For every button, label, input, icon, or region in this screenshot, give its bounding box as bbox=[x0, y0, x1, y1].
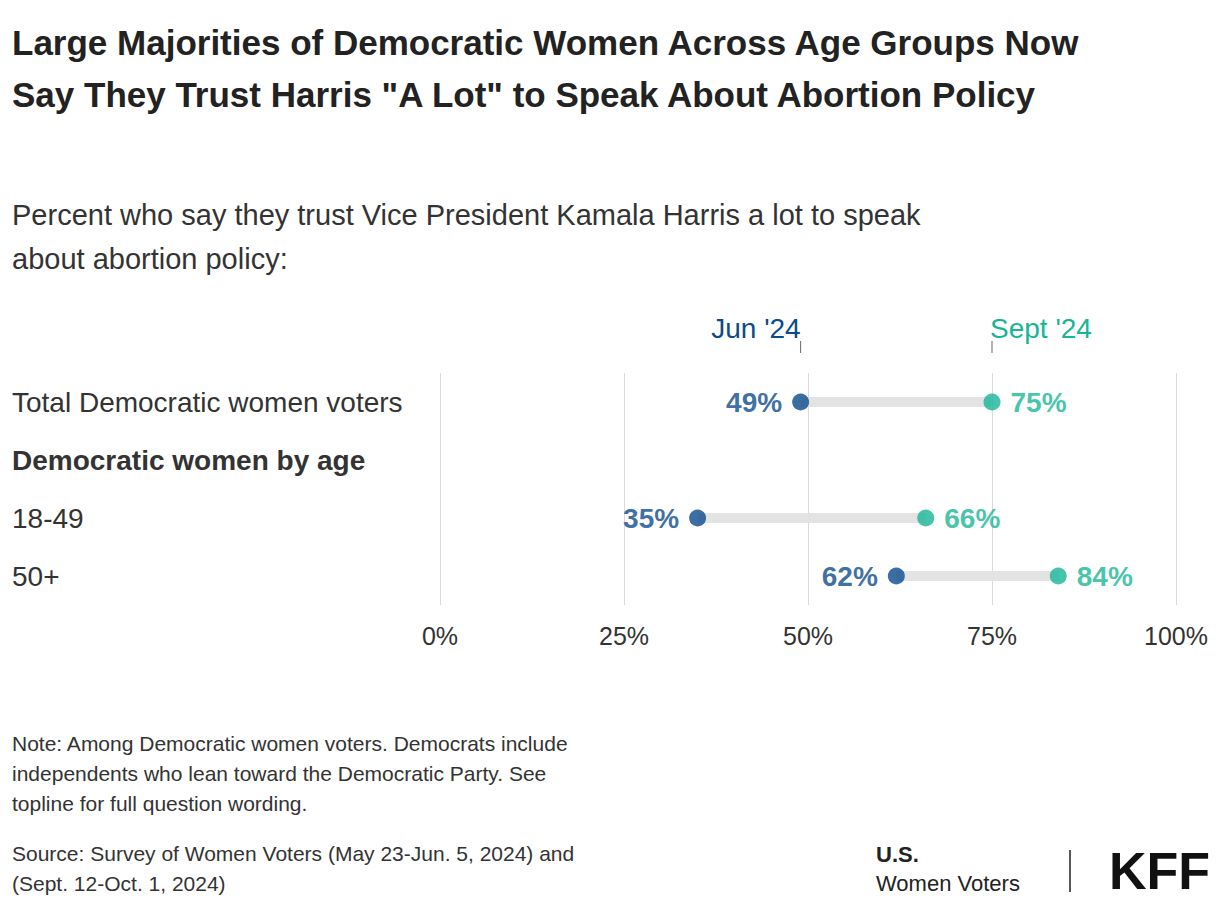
svg-text:Democratic women by age: Democratic women by age bbox=[12, 445, 365, 476]
svg-text:84%: 84% bbox=[1077, 561, 1133, 592]
svg-text:(Sept. 12-Oct. 1, 2024): (Sept. 12-Oct. 1, 2024) bbox=[12, 872, 226, 895]
svg-text:50%: 50% bbox=[783, 622, 833, 650]
svg-text:about abortion policy:: about abortion policy: bbox=[12, 243, 288, 275]
svg-text:topline for full question word: topline for full question wording. bbox=[12, 792, 307, 815]
svg-text:0%: 0% bbox=[422, 622, 458, 650]
svg-text:100%: 100% bbox=[1144, 622, 1208, 650]
svg-text:KFF: KFF bbox=[1109, 842, 1210, 900]
svg-text:49%: 49% bbox=[726, 387, 782, 418]
svg-text:18-49: 18-49 bbox=[12, 503, 84, 534]
svg-text:independents who lean toward t: independents who lean toward the Democra… bbox=[12, 762, 552, 785]
svg-text:25%: 25% bbox=[599, 622, 649, 650]
svg-text:75%: 75% bbox=[967, 622, 1017, 650]
svg-text:66%: 66% bbox=[944, 503, 1000, 534]
svg-text:Percent who say they trust Vic: Percent who say they trust Vice Presiden… bbox=[12, 199, 929, 231]
svg-text:Sept '24: Sept '24 bbox=[990, 313, 1092, 344]
svg-text:Source: Survey of Women Voters: Source: Survey of Women Voters (May 23-J… bbox=[12, 842, 580, 865]
svg-text:62%: 62% bbox=[822, 561, 878, 592]
svg-text:Note: Among Democratic women v: Note: Among Democratic women voters. Dem… bbox=[12, 732, 573, 755]
svg-text:Women Voters: Women Voters bbox=[876, 871, 1020, 896]
svg-text:Say They Trust Harris "A Lot": Say They Trust Harris "A Lot" to Speak A… bbox=[12, 75, 1036, 114]
svg-text:Large Majorities of Democratic: Large Majorities of Democratic Women Acr… bbox=[12, 23, 1088, 62]
svg-text:U.S.: U.S. bbox=[876, 842, 919, 867]
svg-text:Total Democratic women voters: Total Democratic women voters bbox=[12, 387, 403, 418]
svg-text:35%: 35% bbox=[623, 503, 679, 534]
svg-text:Jun '24: Jun '24 bbox=[711, 313, 800, 344]
svg-text:50+: 50+ bbox=[12, 561, 60, 592]
svg-text:75%: 75% bbox=[1011, 387, 1067, 418]
